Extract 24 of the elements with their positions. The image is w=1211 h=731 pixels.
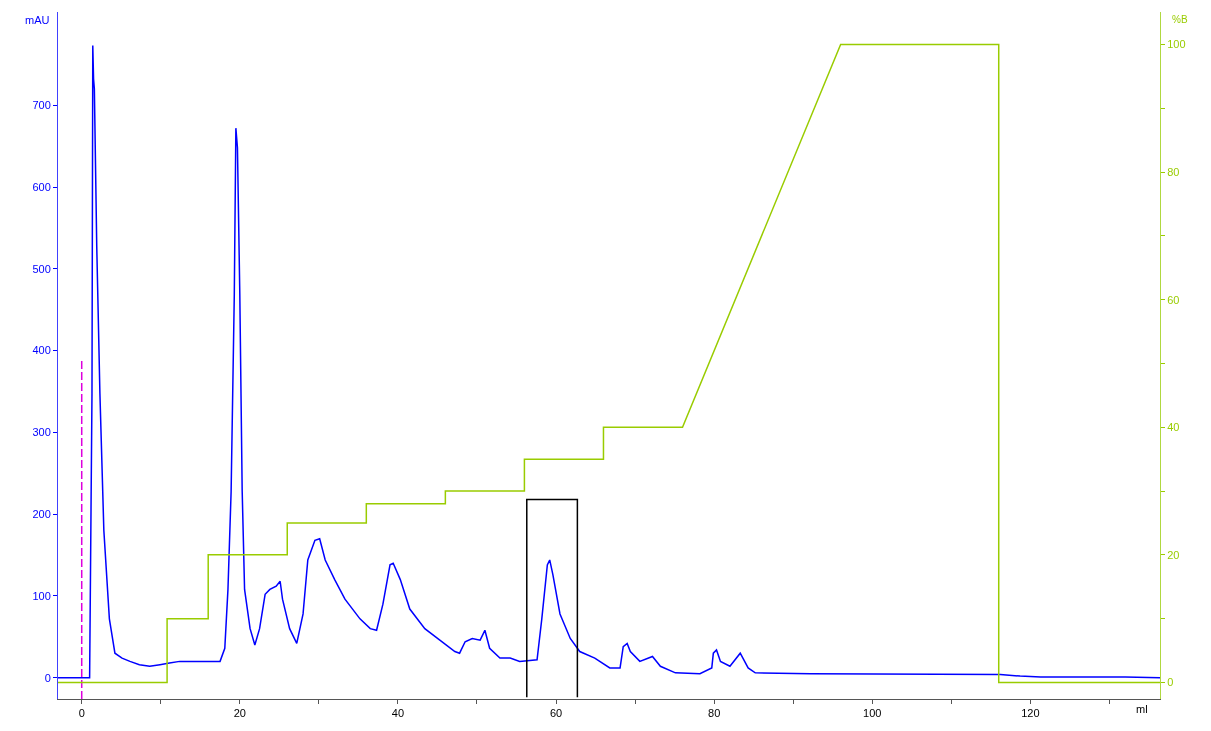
y2-tick-label: 20 <box>1167 548 1180 561</box>
x-tick-label: 100 <box>863 707 882 720</box>
x-tick-label: 20 <box>233 707 246 720</box>
y-tick-label: 0 <box>44 671 51 684</box>
y2-tick-label: 40 <box>1167 421 1180 434</box>
y-tick-label: 200 <box>32 508 51 521</box>
y2-axis-title: %B <box>1172 14 1188 25</box>
x-tick-label: 0 <box>78 707 85 720</box>
x-tick-label: 120 <box>1021 707 1040 720</box>
y2-tick-label: 100 <box>1167 38 1186 51</box>
y-axis-title: mAU <box>25 14 50 26</box>
y-tick-label: 400 <box>32 344 51 357</box>
y2-tick-label: 0 <box>1167 676 1174 689</box>
x-axis-title: ml <box>1136 703 1148 715</box>
x-tick-label: 40 <box>391 707 405 720</box>
y2-tick-label: 60 <box>1167 293 1180 306</box>
x-tick-label: 80 <box>708 707 721 720</box>
y2-tick-label: 80 <box>1167 165 1180 178</box>
y-tick-label: 700 <box>32 99 51 112</box>
y-tick-label: 500 <box>32 262 51 275</box>
x-tick-label: 60 <box>549 707 563 720</box>
y-tick-label: 600 <box>32 180 51 193</box>
y-tick-label: 300 <box>32 426 51 439</box>
y-tick-label: 100 <box>32 589 51 602</box>
